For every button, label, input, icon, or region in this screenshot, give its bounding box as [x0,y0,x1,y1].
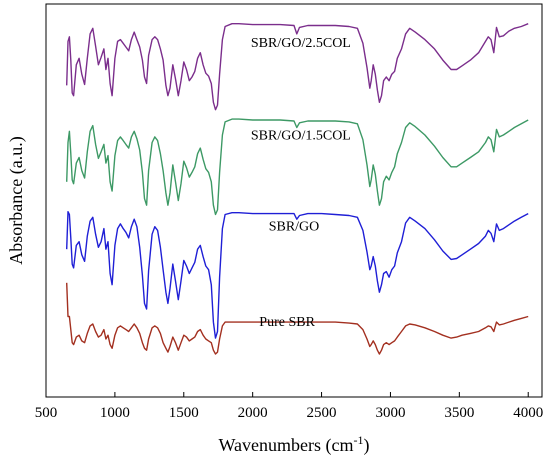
x-axis-ticks: 500 1000 1500 2000 2500 3000 3500 4000 [35,392,543,421]
x-tick-label: 2000 [238,405,268,421]
series-line-sbr-go-1-5col [66,118,529,216]
series-label: SBR/GO/1.5COL [251,129,351,144]
x-tick-label: 1000 [100,405,130,421]
x-axis-label: Wavenumbers (cm-1) [219,433,370,456]
x-tick-label: 3000 [375,405,405,421]
x-tick-label: 2500 [307,405,337,421]
x-tick-label: 500 [35,405,58,421]
series-label: SBR/GO [269,219,320,234]
x-tick-label: 3500 [444,405,474,421]
series-label: SBR/GO/2.5COL [251,36,351,51]
series-line-sbr-go [66,211,529,339]
plot-border [45,3,543,398]
x-axis-label-text: Wavenumbers (cm [219,435,354,456]
x-tick-label: 1500 [169,405,199,421]
y-axis-label: Absorbance (a.u.) [6,136,27,264]
x-axis-label-superscript: -1 [354,433,364,447]
plot-frame [45,3,543,398]
x-tick-label: 4000 [513,405,543,421]
series-line-pure-sbr [66,282,529,355]
series-line-sbr-go-2-5col [66,23,529,111]
x-axis-label-suffix: ) [364,435,370,456]
series-label-layer: SBR/GO/2.5COL SBR/GO/1.5COL SBR/GO Pure SBR [251,36,351,330]
series-layer [66,23,529,355]
series-label: Pure SBR [259,315,315,330]
